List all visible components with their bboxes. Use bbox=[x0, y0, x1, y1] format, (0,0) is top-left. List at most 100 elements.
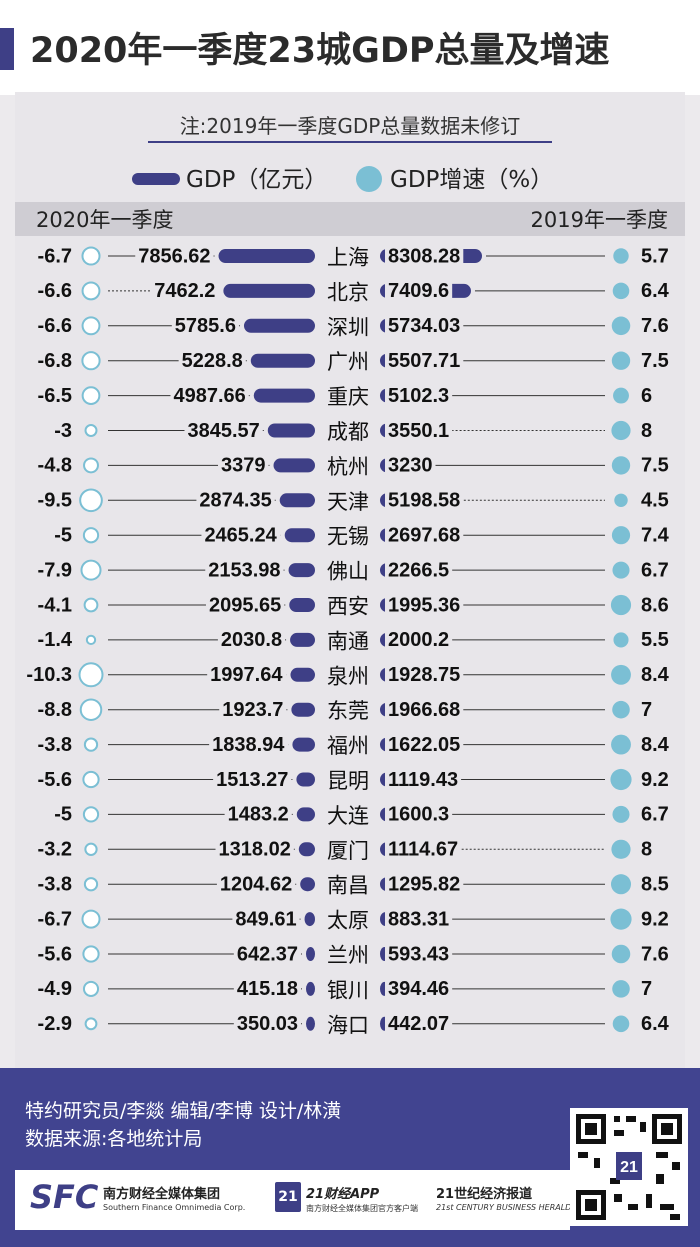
bar-2020 bbox=[243, 318, 315, 333]
growth-ring-2020 bbox=[82, 527, 100, 544]
growth-ring-2020 bbox=[84, 1017, 98, 1031]
growth-ring-2020 bbox=[84, 842, 98, 856]
growth-label-2020: -3.8 bbox=[38, 873, 72, 895]
logo2-name: 21财经APP bbox=[306, 1187, 380, 1202]
growth-ring-2020 bbox=[81, 351, 101, 371]
growth-dot-2019 bbox=[612, 805, 630, 823]
label-bg-2020 bbox=[170, 384, 249, 407]
growth-label-2019: 6 bbox=[641, 385, 652, 407]
growth-ring-2020 bbox=[81, 909, 101, 929]
gdp-label-2020: 415.18 bbox=[237, 978, 298, 1000]
gdp-label-2019: 1622.05 bbox=[388, 734, 460, 756]
growth-label-2020: -6.7 bbox=[38, 245, 72, 267]
header-2019: 2019年一季度 bbox=[530, 208, 668, 232]
gdp-label-2019: 2000.2 bbox=[388, 629, 449, 651]
label-bg-2020 bbox=[178, 349, 246, 372]
label-bg-2020 bbox=[135, 245, 214, 267]
label-bg-2020 bbox=[232, 908, 300, 931]
gdp-label-2020: 1923.7 bbox=[222, 699, 283, 721]
growth-label-2019: 7.5 bbox=[641, 455, 669, 477]
label-bg-2020 bbox=[233, 943, 301, 965]
growth-dot-2019 bbox=[613, 248, 629, 264]
label-bg-2019 bbox=[385, 384, 453, 407]
legend-growth: GDP增速（%） bbox=[390, 167, 554, 193]
growth-dot-2019 bbox=[610, 908, 632, 930]
gdp-label-2019: 1600.3 bbox=[388, 804, 449, 826]
bar-2020 bbox=[218, 249, 315, 263]
gdp-label-2020: 5785.6 bbox=[175, 315, 236, 337]
bar-2020 bbox=[306, 981, 315, 996]
growth-dot-2019 bbox=[611, 456, 631, 475]
city-label: 西安 bbox=[327, 596, 369, 619]
label-bg-2020 bbox=[151, 279, 219, 302]
bar-2020 bbox=[223, 283, 315, 298]
header-band bbox=[15, 202, 685, 236]
city-label: 无锡 bbox=[327, 526, 369, 549]
gdp-label-2019: 1114.67 bbox=[388, 839, 458, 861]
chart-panel bbox=[15, 92, 685, 1068]
growth-dot-2019 bbox=[611, 420, 631, 441]
legend-gdp: GDP（亿元） bbox=[186, 167, 328, 193]
label-bg-2020 bbox=[224, 803, 292, 826]
title-bar bbox=[0, 0, 700, 95]
legend-bar-swatch bbox=[132, 173, 180, 185]
label-bg-2020 bbox=[215, 838, 294, 861]
bar-2020 bbox=[250, 353, 315, 368]
city-label: 杭州 bbox=[327, 456, 369, 479]
growth-label-2020: -6.8 bbox=[38, 350, 72, 372]
growth-dot-2019 bbox=[610, 594, 632, 616]
label-bg-2019 bbox=[385, 838, 462, 861]
growth-label-2020: -4.8 bbox=[38, 455, 72, 477]
bar-2020 bbox=[288, 563, 315, 578]
bar-2020 bbox=[304, 912, 315, 927]
gdp-label-2020: 1204.62 bbox=[220, 873, 292, 895]
city-label: 南通 bbox=[327, 630, 369, 653]
growth-label-2019: 5.7 bbox=[641, 245, 669, 267]
growth-label-2019: 6.4 bbox=[641, 1013, 670, 1035]
gdp-label-2020: 849.61 bbox=[235, 908, 296, 930]
city-label: 广州 bbox=[327, 351, 369, 374]
growth-label-2020: -6.5 bbox=[38, 385, 72, 407]
qr-code-icon: 21 bbox=[570, 1108, 688, 1226]
logo1-name: 南方财经全媒体集团 bbox=[103, 1187, 221, 1202]
city-label: 重庆 bbox=[327, 386, 369, 409]
growth-dot-2019 bbox=[611, 839, 631, 859]
logo3-name: 21世纪经济报道 bbox=[436, 1187, 533, 1202]
growth-ring-2020 bbox=[79, 698, 103, 721]
label-bg-2019 bbox=[385, 524, 464, 547]
label-bg-2020 bbox=[217, 628, 286, 651]
growth-label-2019: 7.6 bbox=[641, 315, 669, 337]
label-bg-2019 bbox=[385, 698, 464, 721]
label-bg-2020 bbox=[216, 873, 296, 896]
city-label: 南昌 bbox=[327, 875, 369, 898]
gdp-label-2019: 5734.03 bbox=[388, 315, 460, 337]
growth-label-2020: -7.9 bbox=[38, 559, 72, 581]
credits-line1: 特约研究员/李燚 编辑/李博 设计/林潢 bbox=[25, 1100, 342, 1122]
growth-ring-2020 bbox=[81, 386, 101, 405]
growth-label-2020: -10.3 bbox=[26, 664, 72, 686]
label-bg-2019 bbox=[385, 1012, 453, 1035]
growth-dot-2019 bbox=[611, 526, 631, 545]
gdp-label-2019: 1995.36 bbox=[388, 594, 460, 616]
growth-label-2019: 6.7 bbox=[641, 804, 669, 826]
label-bg-2020 bbox=[219, 698, 287, 721]
growth-label-2020: -9.5 bbox=[38, 490, 72, 512]
bar-2020 bbox=[291, 702, 315, 717]
city-label: 海口 bbox=[327, 1014, 369, 1037]
label-bg-2019 bbox=[385, 594, 464, 616]
label-bg-2020 bbox=[213, 768, 292, 791]
gdp-label-2020: 350.03 bbox=[237, 1013, 298, 1035]
growth-label-2020: -5.6 bbox=[38, 943, 72, 965]
growth-label-2020: -5 bbox=[54, 804, 72, 826]
label-bg-2019 bbox=[385, 628, 453, 651]
growth-label-2020: -5 bbox=[54, 524, 72, 546]
growth-label-2019: 7 bbox=[641, 699, 652, 721]
label-bg-2020 bbox=[209, 733, 289, 756]
growth-label-2019: 7 bbox=[641, 978, 652, 1000]
growth-label-2020: -6.6 bbox=[38, 315, 72, 337]
growth-dot-2019 bbox=[611, 734, 631, 755]
logo3-en: 21st CENTURY BUSINESS HERALD bbox=[436, 1203, 572, 1212]
growth-label-2020: -4.9 bbox=[38, 978, 72, 1000]
gdp-label-2019: 7409.6 bbox=[388, 280, 449, 302]
label-bg-2019 bbox=[385, 314, 464, 337]
